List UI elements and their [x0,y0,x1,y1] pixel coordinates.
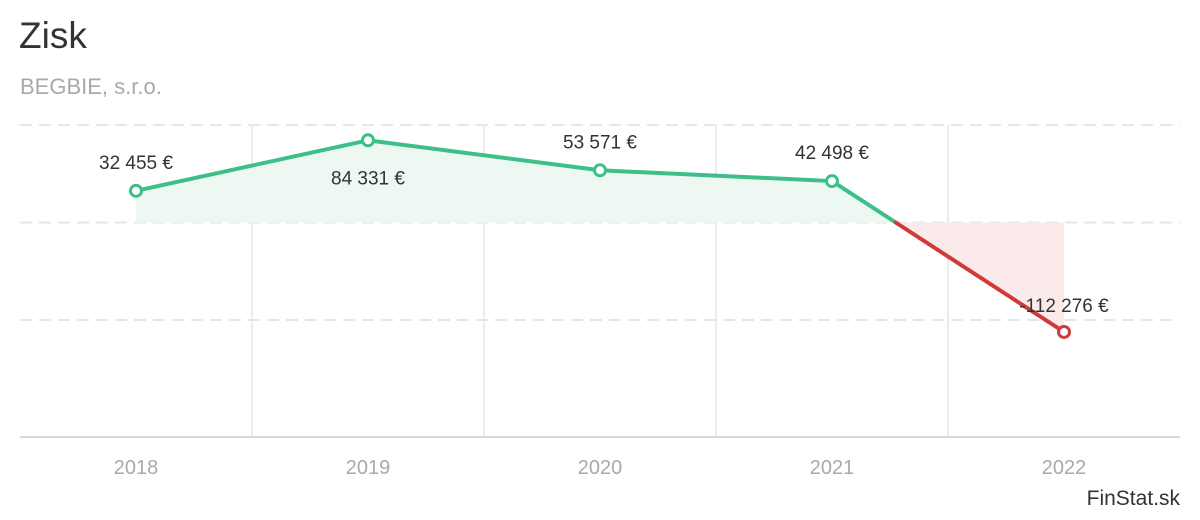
series-line-positive [598,168,834,184]
positive-area [600,170,832,223]
positive-area [368,140,600,223]
data-point-2020 [593,163,607,178]
data-label-2019: 84 331 € [331,168,405,189]
x-tick-label-2021: 2021 [810,457,855,479]
x-tick-label-2022: 2022 [1042,457,1087,479]
series-line-positive [366,138,602,173]
x-tick-label-2018: 2018 [114,457,159,479]
series-line-positive [134,138,370,193]
data-point-2019 [361,133,375,148]
x-tick-label-2019: 2019 [346,457,391,479]
data-label-2021: 42 498 € [795,143,869,164]
chart-subtitle: BEGBIE, s.r.o. [20,74,162,99]
data-point-2022 [1057,324,1071,339]
credits-link[interactable]: FinStat.sk [1086,487,1180,510]
positive-area [136,140,368,223]
data-label-2020: 53 571 € [563,132,637,153]
series-line-positive [830,179,898,225]
series-line-negative [893,220,1066,334]
data-point-2021 [825,174,839,189]
data-label-2022: -112 276 € [1019,296,1109,317]
data-label-2018: 32 455 € [99,153,173,174]
x-tick-label-2020: 2020 [578,457,623,479]
chart-title: Zisk [19,15,87,56]
data-point-2018 [129,183,143,198]
